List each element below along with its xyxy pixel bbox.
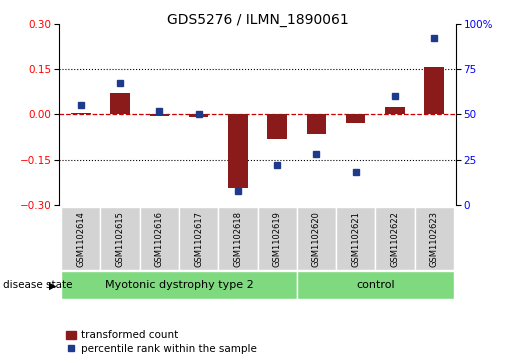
Bar [61, 271, 297, 299]
Bar [424, 68, 444, 114]
Bar [189, 114, 209, 117]
Text: GSM1102620: GSM1102620 [312, 211, 321, 267]
Text: GSM1102615: GSM1102615 [115, 211, 125, 267]
Text: control: control [356, 280, 394, 290]
Text: GSM1102617: GSM1102617 [194, 211, 203, 268]
Bar [258, 207, 297, 270]
Text: GSM1102618: GSM1102618 [233, 211, 243, 268]
Bar [415, 207, 454, 270]
Legend: transformed count, percentile rank within the sample: transformed count, percentile rank withi… [62, 326, 261, 358]
Bar [100, 207, 140, 270]
Text: GSM1102622: GSM1102622 [390, 211, 400, 267]
Bar [267, 114, 287, 139]
Bar [297, 271, 454, 299]
Bar [218, 207, 258, 270]
Text: disease state: disease state [3, 280, 72, 290]
Bar [61, 207, 100, 270]
Text: GSM1102614: GSM1102614 [76, 211, 85, 267]
Bar [297, 207, 336, 270]
Bar [149, 114, 169, 116]
Text: GSM1102623: GSM1102623 [430, 211, 439, 268]
Bar [375, 207, 415, 270]
Bar [179, 207, 218, 270]
Bar [336, 207, 375, 270]
Bar [385, 107, 405, 114]
Text: GDS5276 / ILMN_1890061: GDS5276 / ILMN_1890061 [167, 13, 348, 27]
Bar [228, 114, 248, 188]
Bar [306, 114, 326, 134]
Text: GSM1102621: GSM1102621 [351, 211, 360, 267]
Bar [71, 113, 91, 114]
Text: ▶: ▶ [49, 280, 57, 290]
Bar [110, 93, 130, 114]
Bar [140, 207, 179, 270]
Text: GSM1102619: GSM1102619 [272, 211, 282, 267]
Text: GSM1102616: GSM1102616 [155, 211, 164, 268]
Text: Myotonic dystrophy type 2: Myotonic dystrophy type 2 [105, 280, 253, 290]
Bar [346, 114, 366, 123]
